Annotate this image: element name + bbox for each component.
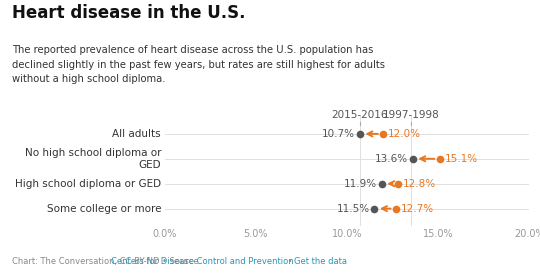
Text: 15.1%: 15.1% xyxy=(444,154,477,164)
Text: 12.0%: 12.0% xyxy=(388,129,421,139)
Text: 2015-2016: 2015-2016 xyxy=(332,110,388,120)
Text: •: • xyxy=(285,257,295,266)
Text: Get the data: Get the data xyxy=(294,257,347,266)
Text: All adults: All adults xyxy=(112,129,161,139)
Text: 11.5%: 11.5% xyxy=(336,204,370,214)
Text: The reported prevalence of heart disease across the U.S. population has
declined: The reported prevalence of heart disease… xyxy=(12,45,385,84)
Text: Chart: The Conversation, CC-BY-ND • Source:: Chart: The Conversation, CC-BY-ND • Sour… xyxy=(12,257,204,266)
Text: 10.7%: 10.7% xyxy=(322,129,355,139)
Text: 12.8%: 12.8% xyxy=(402,179,436,189)
Text: 12.7%: 12.7% xyxy=(401,204,434,214)
Text: Heart disease in the U.S.: Heart disease in the U.S. xyxy=(12,4,245,22)
Text: Centers for Disease Control and Prevention: Centers for Disease Control and Preventi… xyxy=(111,257,293,266)
Text: No high school diploma or
GED: No high school diploma or GED xyxy=(24,148,161,170)
Text: High school diploma or GED: High school diploma or GED xyxy=(15,179,161,189)
Text: 11.9%: 11.9% xyxy=(344,179,377,189)
Text: Some college or more: Some college or more xyxy=(46,204,161,214)
Text: 13.6%: 13.6% xyxy=(375,154,408,164)
Text: 1997-1998: 1997-1998 xyxy=(382,110,439,120)
